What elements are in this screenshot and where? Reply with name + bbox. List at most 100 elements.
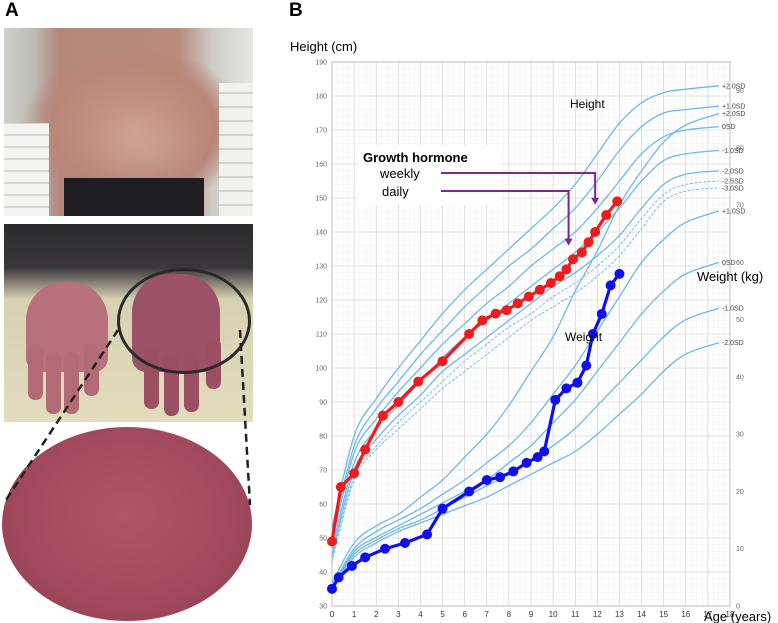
patient-height-point <box>437 356 448 367</box>
age-tick-label: 4 <box>418 610 423 619</box>
patient-height-point <box>554 271 565 282</box>
weight-sd-label: +1.0SD <box>722 208 746 215</box>
patient-series <box>327 196 625 594</box>
weight-tick-label: 80 <box>736 145 744 152</box>
weight-axis-title: Weight (kg) <box>697 269 763 284</box>
patient-weight-point <box>508 466 519 477</box>
age-tick-label: 13 <box>615 610 624 619</box>
patient-height-point <box>601 210 612 220</box>
height-tick-label: 80 <box>319 434 327 441</box>
age-tick-label: 0 <box>330 610 335 619</box>
pants <box>64 178 204 216</box>
weight-tick-label: 90 <box>736 88 744 95</box>
patient-height-point <box>327 536 337 547</box>
weight-reference-curve <box>331 261 720 590</box>
patient-weight-point <box>495 472 506 483</box>
patient-weight-point <box>532 452 543 463</box>
height-reference-curve <box>331 170 720 556</box>
gh-daily-label: daily <box>382 184 409 199</box>
age-tick-label: 11 <box>571 610 580 619</box>
age-tick-label: 15 <box>659 610 668 619</box>
age-tick-label: 8 <box>507 610 512 619</box>
patient-weight-point <box>360 552 371 563</box>
patient-weight-point <box>605 280 616 291</box>
height-sd-label: +2.0SD <box>722 83 746 90</box>
patient-height-point <box>393 397 404 407</box>
patient-weight-point <box>614 268 625 279</box>
height-tick-label: 90 <box>319 400 327 407</box>
patient-height-point <box>534 284 545 295</box>
patient-weight-point <box>596 308 607 319</box>
age-axis-title: Age (years) <box>704 609 771 623</box>
stool-left <box>4 123 49 216</box>
weight-reference-curve <box>331 210 720 587</box>
patient-height-point <box>612 196 623 207</box>
height-tick-label: 110 <box>316 332 327 339</box>
weight-tick-label: 10 <box>736 546 744 553</box>
patient-height-point <box>568 254 579 265</box>
height-tick-label: 60 <box>319 502 327 509</box>
patient-height-point <box>464 329 475 339</box>
height-tick-label: 140 <box>315 230 327 237</box>
patient-height-point <box>335 482 346 492</box>
age-tick-label: 3 <box>396 610 401 619</box>
height-reference-curve <box>331 105 720 535</box>
weight-reference-curve <box>331 341 720 591</box>
patient-height-point <box>561 264 572 275</box>
patient-height-point <box>583 237 594 248</box>
annotation-box <box>358 145 502 205</box>
height-axis-ticks: 30 40 50 60 70 80 90 100 110 120 130 140 150 160 170 18… <box>315 60 327 611</box>
age-axis-ticks: 0 1 2 3 4 5 6 7 8 9 10 11 12 13 14 15 16 17 18 <box>330 610 735 619</box>
patient-weight-point <box>346 560 357 571</box>
weight-curve-title: Weight <box>565 330 603 344</box>
panel-a-label: A <box>5 0 19 21</box>
patient-height-point <box>576 247 587 258</box>
age-tick-label: 16 <box>681 610 690 619</box>
height-tick-label: 50 <box>319 536 327 543</box>
height-tick-label: 30 <box>319 604 327 611</box>
weight-axis-ticks: 0 10 20 30 40 50 60 70 80 90 <box>736 88 744 610</box>
height-tick-label: 190 <box>315 60 327 67</box>
height-tick-label: 40 <box>319 570 327 577</box>
height-sd-label: -2.5SD <box>722 179 744 186</box>
patient-height-point <box>512 298 523 309</box>
patient-weight-point <box>327 583 337 594</box>
stool-right <box>219 83 253 216</box>
patient-height-point <box>377 410 388 421</box>
patient-weight-point <box>437 503 448 514</box>
patient-weight-point <box>550 394 561 405</box>
height-reference-curve <box>331 125 720 542</box>
patient-height-point <box>590 227 601 237</box>
weight-sd-label: 0SD <box>722 260 736 267</box>
patient-weight-point <box>380 543 391 554</box>
patient-height-point <box>545 278 556 288</box>
patient-weight-point <box>572 377 583 388</box>
abdomen-photo <box>4 28 253 216</box>
height-sd-label: -1.0SD <box>722 148 744 155</box>
age-tick-label: 5 <box>440 610 445 619</box>
height-sd-label: -2.0SD <box>722 168 744 175</box>
height-tick-label: 70 <box>319 468 327 475</box>
weight-tick-label: 40 <box>736 374 744 381</box>
height-reference-curve <box>331 149 720 549</box>
age-tick-label: 9 <box>529 610 534 619</box>
patient-height-point <box>523 291 534 302</box>
height-axis-title: Height (cm) <box>290 39 357 54</box>
patient-weight-point <box>587 329 598 339</box>
weight-sd-label: -2.0SD <box>722 340 744 347</box>
weight-tick-label: 30 <box>736 432 744 439</box>
patient-weight-point <box>464 486 475 497</box>
patient-weight-point <box>481 475 492 486</box>
height-reference-curve <box>331 187 719 562</box>
magnified-region-circle <box>117 268 251 374</box>
weight-tick-label: 50 <box>736 317 744 324</box>
weight-tick-label: 60 <box>736 260 744 267</box>
height-tick-label: 100 <box>315 366 327 373</box>
age-tick-label: 7 <box>485 610 490 619</box>
age-tick-label: 14 <box>637 610 646 619</box>
height-tick-label: 170 <box>315 128 327 135</box>
age-tick-label: 18 <box>726 610 735 619</box>
